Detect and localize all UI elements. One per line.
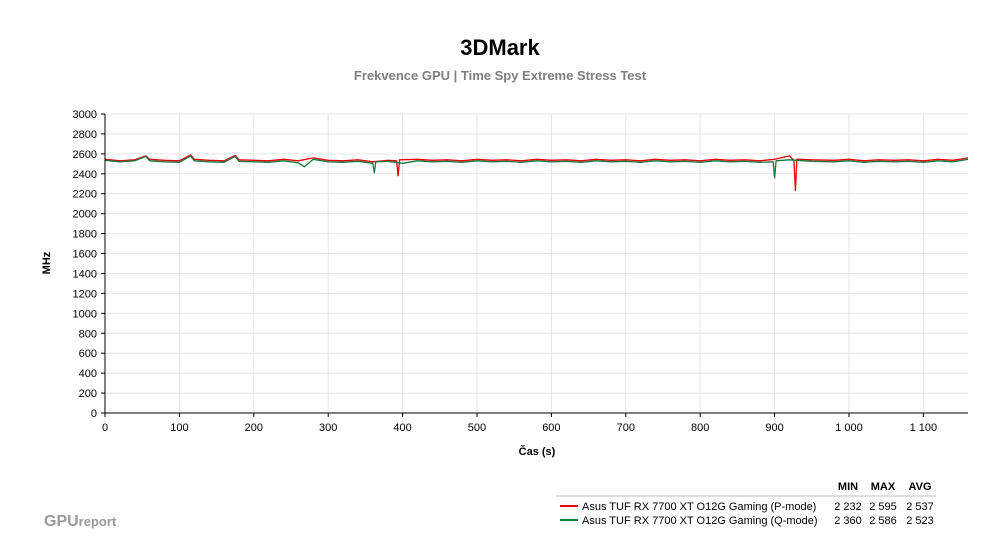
y-tick-label: 400	[79, 368, 97, 380]
y-tick-label: 2000	[73, 209, 97, 221]
legend-avg-value: 2 523	[906, 515, 934, 527]
brand-logo: GPUreport	[44, 513, 117, 530]
y-tick-label: 2400	[73, 169, 97, 181]
x-tick-label: 900	[765, 422, 783, 434]
legend-min-value: 2 360	[834, 515, 862, 527]
y-tick-label: 1000	[73, 308, 97, 320]
series-line-1	[104, 154, 969, 192]
x-axis-label: Čas (s)	[519, 445, 556, 458]
x-tick-label: 400	[393, 422, 411, 434]
legend-series-name: Asus TUF RX 7700 XT O12G Gaming (P-mode)	[582, 501, 816, 513]
legend-min-value: 2 232	[834, 501, 862, 513]
legend: MIN MAX AVG Asus TUF RX 7700 XT O12G Gam…	[556, 481, 936, 527]
brand-logo-text: GPUreport	[44, 513, 117, 530]
y-tick-label: 1200	[73, 288, 97, 300]
legend-header-max: MAX	[871, 481, 896, 493]
chart-title: 3DMark	[460, 35, 540, 60]
legend-avg-value: 2 537	[906, 501, 934, 513]
legend-max-value: 2 586	[869, 515, 897, 527]
y-tick-label: 200	[79, 388, 97, 400]
x-tick-label: 0	[102, 422, 108, 434]
legend-header-avg: AVG	[908, 481, 931, 493]
x-tick-label: 800	[691, 422, 709, 434]
y-tick-label: 2600	[73, 149, 97, 161]
series-line-2	[104, 155, 969, 179]
y-tick-label: 1600	[73, 249, 97, 261]
y-tick-label: 1800	[73, 229, 97, 241]
series-lines	[104, 154, 969, 192]
y-tick-label: 0	[91, 408, 97, 420]
y-tick-label: 2200	[73, 189, 97, 201]
tick-labels: 0200400600800100012001400160018002000220…	[73, 109, 938, 434]
x-tick-label: 500	[468, 422, 486, 434]
x-tick-label: 1 100	[910, 422, 938, 434]
chart-subtitle: Frekvence GPU | Time Spy Extreme Stress …	[354, 68, 647, 83]
grid	[105, 113, 968, 413]
y-tick-label: 3000	[73, 109, 97, 121]
x-tick-label: 200	[245, 422, 263, 434]
y-axis-label: MHz	[41, 251, 53, 274]
legend-series-name: Asus TUF RX 7700 XT O12G Gaming (Q-mode)	[582, 515, 818, 527]
x-tick-label: 600	[542, 422, 560, 434]
x-tick-label: 1 000	[835, 422, 863, 434]
legend-max-value: 2 595	[869, 501, 897, 513]
y-tick-label: 800	[79, 328, 97, 340]
axes	[101, 113, 968, 417]
y-tick-label: 2800	[73, 129, 97, 141]
x-tick-label: 100	[170, 422, 188, 434]
legend-header-min: MIN	[838, 481, 858, 493]
y-tick-label: 1400	[73, 268, 97, 280]
x-tick-label: 700	[617, 422, 635, 434]
y-tick-label: 600	[79, 348, 97, 360]
x-tick-label: 300	[319, 422, 337, 434]
